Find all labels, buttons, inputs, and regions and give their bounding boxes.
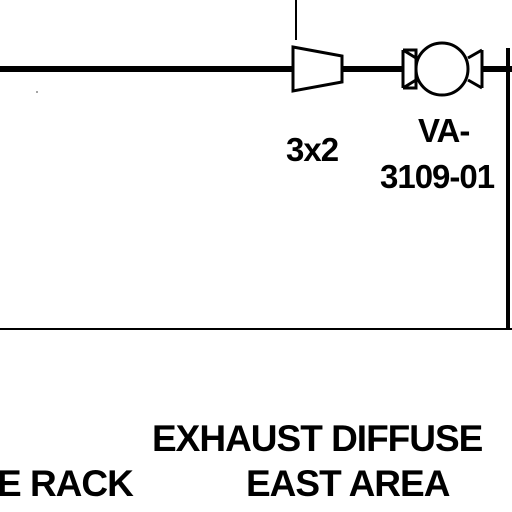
area-title-line2: EAST AREA: [246, 463, 450, 504]
rack-label: E RACK: [0, 463, 134, 504]
reducer-symbol: [291, 45, 344, 93]
stray-mark: [36, 91, 38, 93]
valve-tag-line2: 3109-01: [380, 158, 495, 195]
reducer-size-label: 3x2: [286, 131, 339, 168]
valve-symbol: [401, 41, 484, 97]
valve-tag-line1: VA-: [418, 112, 470, 149]
area-title-line1: EXHAUST DIFFUSE: [152, 418, 483, 459]
